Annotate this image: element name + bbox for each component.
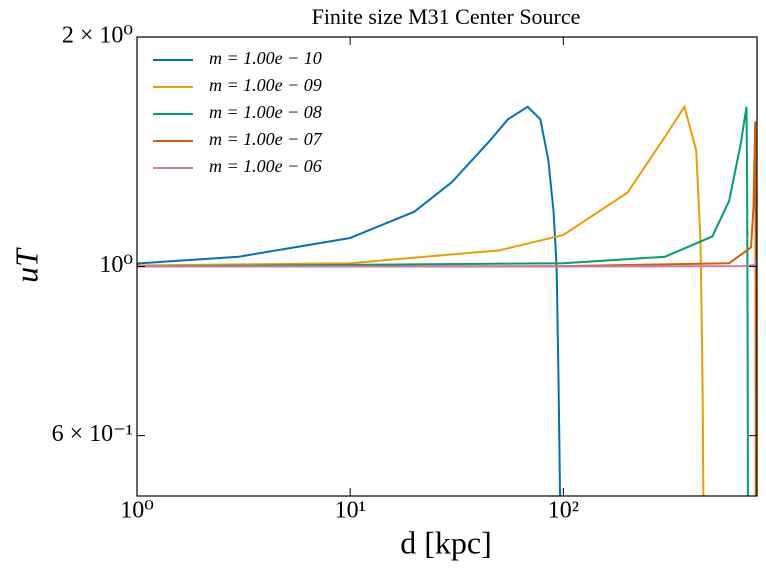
series-line <box>137 259 757 268</box>
chart-title: Finite size M31 Center Source <box>312 4 581 29</box>
legend-label: m = 1.00e − 07 <box>209 129 323 149</box>
x-tick-label: 10⁰ <box>120 498 154 524</box>
legend-label: m = 1.00e − 08 <box>209 102 322 122</box>
plot-area <box>137 104 757 496</box>
legend-label: m = 1.00e − 06 <box>209 156 322 176</box>
y-tick-label: 10⁰ <box>99 252 133 278</box>
y-tick-label: 2 × 10⁰ <box>62 23 133 49</box>
x-tick-label: 10¹ <box>335 498 366 524</box>
series-line <box>137 121 757 496</box>
series-line <box>137 104 705 496</box>
series-line <box>137 105 562 496</box>
y-tick-label: 6 × 10⁻¹ <box>52 421 133 447</box>
legend-label: m = 1.00e − 10 <box>209 48 322 68</box>
x-tick-label: 10² <box>548 498 579 524</box>
y-axis-label: uT <box>8 247 44 283</box>
series-line <box>137 106 749 496</box>
legend-label: m = 1.00e − 09 <box>209 75 322 95</box>
x-axis-label: d [kpc] <box>400 524 492 560</box>
